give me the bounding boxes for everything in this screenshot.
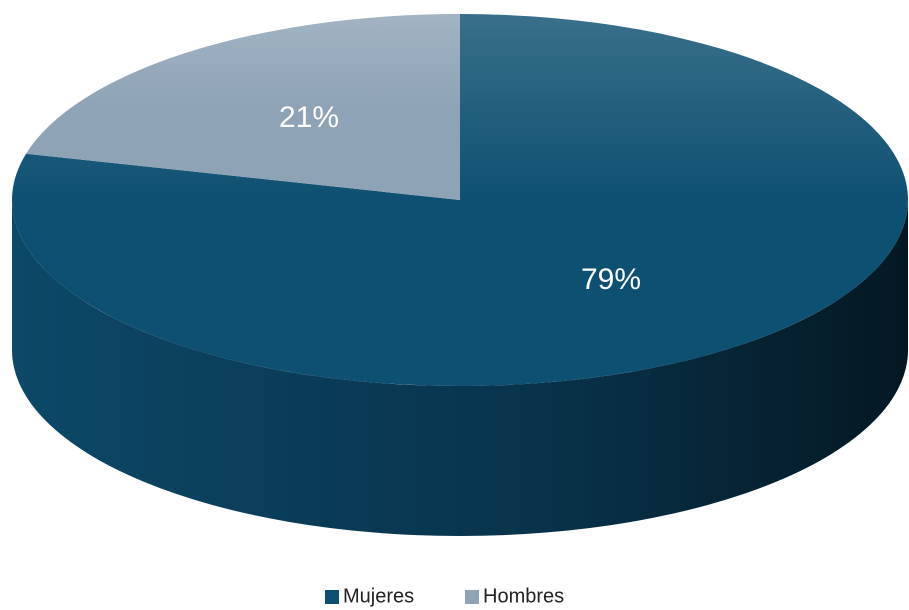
legend-swatch	[325, 590, 339, 604]
slice-shade	[12, 14, 908, 386]
legend-label: Hombres	[483, 585, 564, 607]
pie: 79% 21%	[12, 14, 908, 536]
data-label: 79%	[581, 263, 641, 296]
legend: Mujeres Hombres	[325, 585, 564, 607]
legend-swatch	[465, 590, 479, 604]
slice-shade	[26, 14, 461, 200]
data-label: 21%	[279, 101, 339, 134]
slice-side	[12, 200, 908, 536]
legend-label: Mujeres	[343, 585, 414, 607]
